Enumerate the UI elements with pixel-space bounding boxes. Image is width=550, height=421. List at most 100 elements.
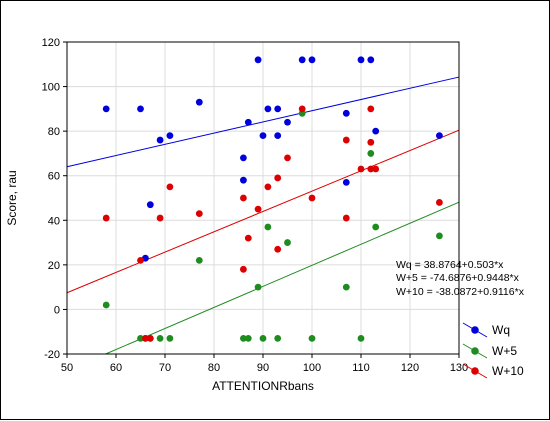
equation-w5: W+5 = -74.6876+0.9448*x [396,272,520,284]
data-point-series-2 [264,183,272,191]
data-point-series-1 [367,150,375,157]
data-point-series-0 [156,136,164,144]
data-point-series-1 [308,335,316,342]
data-point-series-1 [244,335,252,342]
x-tick-label: 110 [352,362,370,374]
data-point-series-2 [142,335,149,342]
y-tick-label: -20 [44,349,60,361]
data-point-series-2 [357,165,365,173]
legend-label-0: Wq [492,323,510,337]
x-tick-label: 130 [450,362,468,374]
data-point-series-1 [264,223,272,231]
data-point-series-0 [240,176,247,184]
equation-w10: W+10 = -38.0872+0.9116*x [396,286,525,298]
data-point-series-2 [342,214,350,222]
data-point-series-2 [254,205,262,213]
data-point-series-0 [342,179,350,186]
y-tick-label: 120 [42,37,60,49]
data-point-series-1 [357,335,365,342]
y-tick-label: 60 [48,171,60,183]
legend: Wq W+5 W+10 [462,322,524,379]
data-point-series-0 [254,56,262,64]
legend-marker-2 [471,367,479,375]
data-point-series-0 [102,105,110,113]
data-point-series-0 [274,105,282,113]
data-point-series-1 [254,283,262,291]
x-tick-label: 60 [110,362,122,374]
data-point-series-0 [195,98,203,106]
data-point-series-2 [367,165,375,173]
data-point-series-1 [372,223,380,231]
x-tick-label: 120 [401,362,419,374]
data-point-series-0 [357,56,365,64]
data-point-series-0 [137,105,144,113]
data-point-series-2 [137,257,144,264]
legend-marker-0 [471,326,479,334]
data-point-series-1 [240,335,247,342]
data-point-series-2 [240,265,247,273]
data-point-series-0 [342,109,350,117]
data-point-series-0 [436,132,443,140]
equation-wq: Wq = 38.8764+0.503*x [396,259,504,271]
data-points [102,56,443,342]
data-point-series-1 [342,283,350,291]
axis-ticks: 50 60 70 80 90 100 110 120 130 -20 0 20 40 60 80 100 120 [42,37,469,374]
data-point-series-1 [137,335,144,342]
y-tick-label: 40 [48,215,60,227]
y-tick-label: 80 [48,126,60,138]
data-point-series-2 [102,214,110,222]
y-tick-label: 0 [54,304,60,316]
x-tick-label: 70 [159,362,171,374]
data-point-series-1 [436,232,443,240]
data-point-series-0 [308,56,316,64]
data-point-series-1 [102,301,110,309]
data-point-series-2 [274,174,282,182]
data-point-series-1 [166,335,174,342]
data-point-series-2 [156,214,164,222]
data-point-series-0 [240,154,247,162]
data-point-series-0 [372,127,380,135]
data-point-series-1 [274,335,282,342]
grid [66,41,460,355]
data-point-series-2 [372,165,380,173]
data-point-series-2 [436,199,443,206]
x-axis-title: ATTENTIONRbans [212,379,314,393]
data-point-series-0 [367,56,375,64]
x-tick-label: 90 [257,362,269,374]
data-point-series-2 [244,234,252,242]
y-tick-label: 100 [42,82,60,94]
y-tick-label: 20 [48,260,60,272]
y-axis-title: Score, rau [5,170,19,225]
x-tick-label: 100 [303,362,321,374]
x-tick-label: 50 [61,362,73,374]
data-point-series-2 [308,194,316,202]
data-point-series-0 [259,132,267,140]
fit-line-2 [66,129,460,294]
fit-line-0 [66,76,460,168]
data-point-series-1 [195,257,203,264]
fit-line-1 [105,201,460,355]
data-point-series-1 [284,239,291,246]
legend-marker-1 [471,347,479,355]
data-point-series-1 [259,335,267,342]
regression-lines [66,76,460,355]
data-point-series-0 [298,56,306,64]
data-point-series-2 [342,136,350,144]
data-point-series-2 [166,183,174,191]
data-point-series-2 [146,335,154,342]
data-point-series-0 [264,105,272,113]
data-point-series-0 [244,118,252,126]
data-point-series-2 [240,194,247,202]
data-point-series-2 [298,105,306,113]
data-point-series-0 [274,132,282,140]
data-point-series-0 [166,132,174,140]
legend-label-2: W+10 [492,364,524,378]
data-point-series-2 [284,154,291,162]
data-point-series-2 [367,105,375,113]
data-point-series-2 [274,245,282,253]
data-point-series-2 [195,210,203,218]
legend-label-1: W+5 [492,344,517,358]
x-tick-label: 80 [208,362,220,374]
